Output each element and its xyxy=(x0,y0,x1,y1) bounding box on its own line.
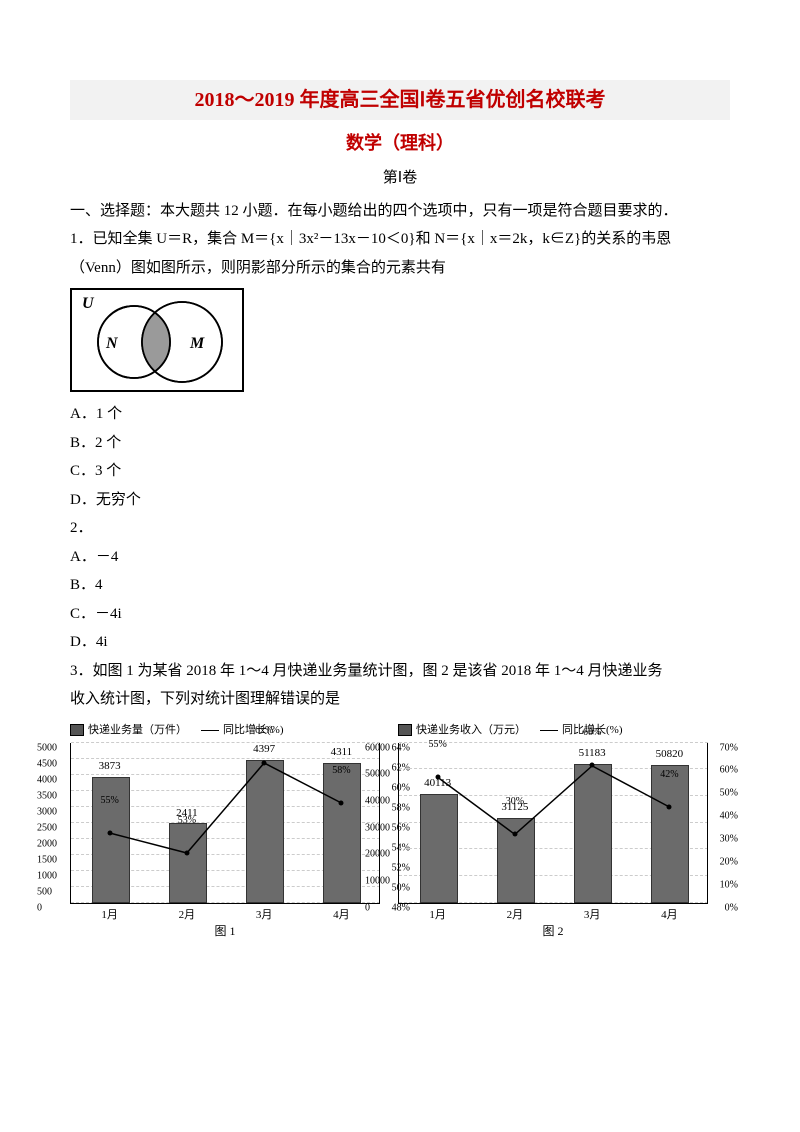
line-point xyxy=(667,804,672,809)
pct-label: 30% xyxy=(506,792,524,811)
ytick-left: 0 xyxy=(365,898,370,917)
legend-line-icon xyxy=(201,730,219,731)
pct-label: 55% xyxy=(100,791,118,810)
ytick-left: 20000 xyxy=(365,845,390,864)
ytick-right: 0% xyxy=(725,898,738,917)
line-point xyxy=(590,763,595,768)
venn-diagram: U N M xyxy=(70,288,244,392)
x-label: 3月 xyxy=(584,905,601,926)
x-label: 1月 xyxy=(101,905,118,926)
section-label: 第Ⅰ卷 xyxy=(70,164,730,193)
q1-stem-line2: （Venn）图如图所示，则阴影部分所示的集合的元素共有 xyxy=(70,254,730,283)
title-sub: 数学（理科） xyxy=(70,126,730,160)
x-label: 4月 xyxy=(661,905,678,926)
q1-option-d: D．无穷个 xyxy=(70,486,730,515)
chart1-area: 0500100015002000250030003500400045005000… xyxy=(70,743,380,904)
pct-label: 55% xyxy=(428,735,446,754)
ytick-left: 10000 xyxy=(365,871,390,890)
ytick-left: 50000 xyxy=(365,765,390,784)
ytick-right: 50% xyxy=(720,784,738,803)
venn-label-n: N xyxy=(105,335,119,352)
q2-stem: 2． xyxy=(70,514,730,543)
chart2-panel: 快递业务收入（万元） 同比增长(%) 010000200003000040000… xyxy=(398,720,708,943)
chart1-legend-line: 同比增长(%) xyxy=(223,720,284,741)
q1-option-b: B．2 个 xyxy=(70,429,730,458)
pct-label: 53% xyxy=(178,811,196,830)
pct-label: 42% xyxy=(660,765,678,784)
x-label: 2月 xyxy=(507,905,524,926)
legend-bar-icon xyxy=(398,724,412,736)
x-label: 4月 xyxy=(333,905,350,926)
pct-label: 58% xyxy=(332,761,350,780)
ytick-left: 5000 xyxy=(37,738,57,757)
x-label: 1月 xyxy=(429,905,446,926)
ytick-right: 30% xyxy=(720,830,738,849)
q2-option-b: B．4 xyxy=(70,571,730,600)
instructions: 一、选择题：本大题共 12 小题．在每小题给出的四个选项中，只有一项是符合题目要… xyxy=(70,197,730,226)
q3-stem-line2: 收入统计图，下列对统计图理解错误的是 xyxy=(70,685,730,714)
venn-label-u: U xyxy=(82,295,95,312)
ytick-right: 10% xyxy=(720,875,738,894)
q2-option-a: A．－4 xyxy=(70,543,730,572)
pct-label: 60% xyxy=(583,724,601,743)
q1-stem-line1: 1．已知全集 U＝R，集合 M＝{x｜3x²－13x－10＜0}和 N＝{x｜x… xyxy=(70,225,730,254)
ytick-right: 60% xyxy=(720,761,738,780)
x-label: 3月 xyxy=(256,905,273,926)
venn-label-m: M xyxy=(189,335,205,352)
title-main: 2018～2019 年度高三全国Ⅰ卷五省优创名校联考 xyxy=(70,80,730,120)
ytick-left: 30000 xyxy=(365,818,390,837)
ytick-right: 20% xyxy=(720,852,738,871)
line-point xyxy=(107,830,112,835)
ytick-right: 40% xyxy=(720,807,738,826)
q3-stem-line1: 3．如图 1 为某省 2018 年 1～4 月快递业务量统计图，图 2 是该省 … xyxy=(70,657,730,686)
chart1-legend: 快递业务量（万件） 同比增长(%) xyxy=(70,720,380,741)
ytick-left: 60000 xyxy=(365,738,390,757)
line-point xyxy=(262,760,267,765)
q1-option-c: C．3 个 xyxy=(70,457,730,486)
line-point xyxy=(339,800,344,805)
chart1-panel: 快递业务量（万件） 同比增长(%) 0500100015002000250030… xyxy=(70,720,380,943)
q2-option-d: D．4i xyxy=(70,628,730,657)
legend-bar-icon xyxy=(70,724,84,736)
line-point xyxy=(435,774,440,779)
chart1-legend-bar: 快递业务量（万件） xyxy=(88,720,187,741)
q1-option-a: A．1 个 xyxy=(70,400,730,429)
ytick-right: 70% xyxy=(720,738,738,757)
chart2-area: 01000020000300004000050000600000%10%20%3… xyxy=(398,743,708,904)
ytick-left: 40000 xyxy=(365,791,390,810)
pct-label: 62% xyxy=(255,721,273,740)
charts-row: 快递业务量（万件） 同比增长(%) 0500100015002000250030… xyxy=(70,720,730,943)
legend-line-icon xyxy=(540,730,558,731)
x-label: 2月 xyxy=(179,905,196,926)
q2-option-c: C．－4i xyxy=(70,600,730,629)
line-point xyxy=(184,850,189,855)
line-point xyxy=(512,832,517,837)
